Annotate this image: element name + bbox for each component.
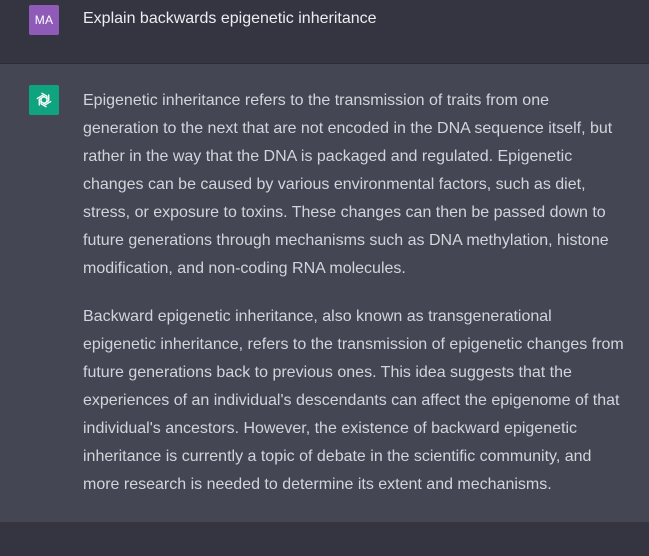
assistant-message-row: Epigenetic inheritance refers to the tra… [0, 64, 649, 522]
paragraph-line: individual's ancestors. However, the exi… [83, 420, 577, 437]
paragraph-line: experiences of an individual's descendan… [83, 392, 620, 409]
paragraph-line: future generations through mechanisms su… [83, 232, 609, 249]
user-message-row: MA Explain backwards epigenetic inherita… [0, 0, 649, 64]
assistant-message-text: Epigenetic inheritance refers to the tra… [83, 87, 643, 499]
paragraph-line: Backward epigenetic inheritance, also kn… [83, 308, 552, 325]
paragraph-line: epigenetic inheritance, refers to the tr… [83, 336, 624, 353]
paragraph-line: stress, or exposure to toxins. These cha… [83, 204, 606, 221]
paragraph-line: more research is needed to determine its… [83, 476, 552, 493]
assistant-avatar [29, 85, 59, 115]
assistant-paragraph-2: Backward epigenetic inheritance, also kn… [83, 303, 643, 499]
user-prompt-text: Explain backwards epigenetic inheritance [83, 10, 377, 27]
paragraph-line: changes can be caused by various environ… [83, 176, 586, 193]
paragraph-line: modification, and non-coding RNA molecul… [83, 260, 406, 277]
openai-logo-icon [36, 92, 52, 108]
paragraph-line: future generations back to previous ones… [83, 364, 572, 381]
paragraph-line: inheritance is currently a topic of deba… [83, 448, 592, 465]
paragraph-line: generation to the next that are not enco… [83, 120, 613, 137]
user-avatar: MA [29, 5, 59, 35]
paragraph-line: Epigenetic inheritance refers to the tra… [83, 92, 549, 109]
conversation-bottom-area [0, 522, 649, 556]
assistant-paragraph-1: Epigenetic inheritance refers to the tra… [83, 87, 643, 283]
paragraph-line: rather in the way that the DNA is packag… [83, 148, 573, 165]
